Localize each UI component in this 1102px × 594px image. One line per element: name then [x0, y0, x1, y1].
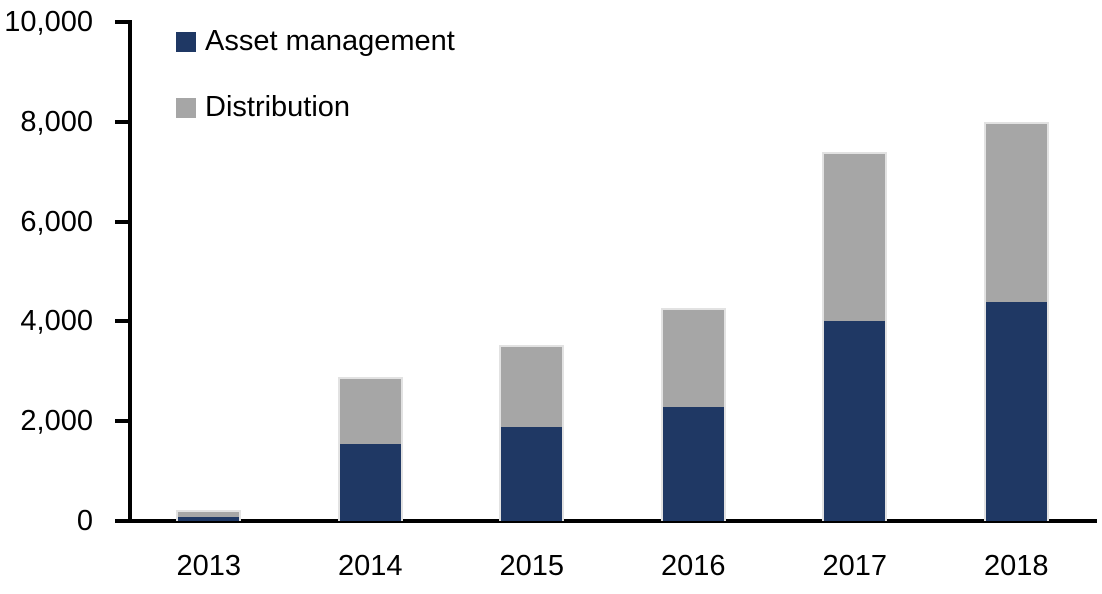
y-axis-tick-mark: [115, 419, 128, 424]
bar-segment-asset-management: [824, 320, 886, 521]
bar-segment-distribution: [662, 309, 724, 408]
bar-segment-distribution: [501, 346, 563, 428]
y-axis-tick-mark: [115, 519, 128, 523]
legend: Asset management Distribution: [176, 27, 455, 159]
bar-2013: [176, 510, 242, 521]
bar-segment-distribution: [178, 512, 240, 517]
y-axis-line: [128, 20, 132, 523]
bar-segment-distribution: [985, 123, 1047, 302]
x-axis-tick-label: 2018: [983, 550, 1049, 582]
legend-item-distribution: Distribution: [176, 93, 455, 122]
bar-2017: [822, 151, 888, 521]
y-axis-tick-label: 2,000: [20, 405, 93, 438]
x-axis-tick-label: 2017: [822, 550, 887, 582]
bar-2014: [337, 376, 403, 521]
bar-2016: [660, 307, 726, 521]
x-axis-tick-label: 2015: [499, 550, 564, 582]
y-axis-tick-mark: [115, 20, 128, 24]
distribution-swatch-icon: [176, 97, 196, 118]
bar-segment-distribution: [824, 153, 886, 321]
bar-segment-asset-management: [662, 407, 724, 521]
legend-label-asset-management: Asset management: [205, 25, 455, 57]
bar-segment-asset-management: [985, 301, 1047, 521]
y-axis-tick-mark: [115, 119, 128, 124]
x-axis-tick-label: 2014: [337, 550, 403, 582]
y-axis-tick-label: 6,000: [20, 205, 93, 238]
bar-segment-asset-management: [178, 517, 240, 521]
y-axis-tick-mark: [115, 319, 128, 324]
bar-2015: [499, 344, 565, 521]
y-axis-tick-mark: [115, 219, 128, 224]
legend-item-asset-management: Asset management: [176, 27, 455, 56]
y-axis-tick-label: 4,000: [20, 305, 93, 338]
y-axis-tick-label: 0: [76, 505, 93, 537]
bar-segment-asset-management: [339, 444, 401, 521]
asset-management-swatch-icon: [176, 31, 196, 52]
x-axis-line: [128, 519, 1097, 523]
bar-segment-distribution: [339, 378, 401, 445]
bar-2018: [983, 121, 1049, 521]
y-axis-tick-label: 10,000: [4, 6, 93, 38]
x-axis-tick-label: 2016: [660, 550, 726, 582]
bar-segment-asset-management: [501, 427, 563, 521]
legend-label-distribution: Distribution: [205, 91, 351, 123]
x-axis-tick-label: 2013: [176, 550, 241, 582]
y-axis-tick-label: 8,000: [20, 105, 93, 138]
